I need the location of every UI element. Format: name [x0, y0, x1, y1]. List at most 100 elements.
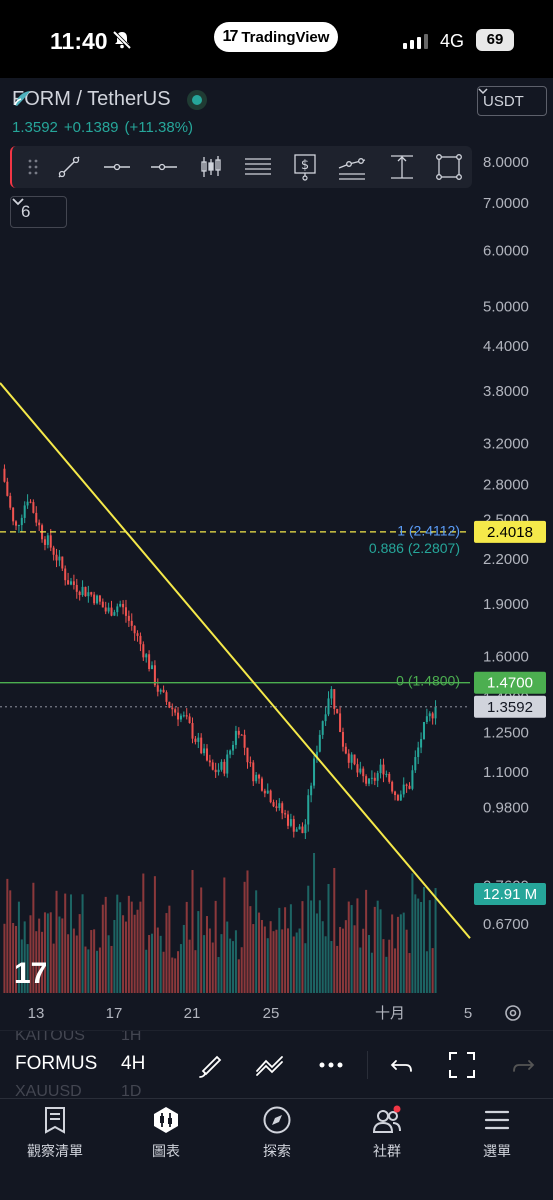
candle-body — [313, 758, 316, 786]
candle-body — [373, 777, 376, 781]
chart-pane[interactable]: 8.0000 7.0000 6.0000 5.0000 4.4000 3.8000 3.20… — [0, 78, 553, 1030]
nav-menu[interactable]: 選單 — [442, 1105, 552, 1161]
candle-body — [182, 715, 185, 717]
redo-icon[interactable] — [507, 1049, 539, 1081]
recent-interval-above[interactable]: 1H — [121, 1030, 142, 1044]
volume-bar — [98, 947, 101, 993]
fib-retracement-tool-icon[interactable] — [243, 152, 273, 182]
volume-bar — [200, 887, 203, 993]
tradingview-pill[interactable]: 17 TradingView — [214, 22, 338, 52]
candle-body — [417, 747, 420, 758]
price-axis-label: 1.6000 — [483, 649, 529, 666]
volume-bar — [344, 920, 347, 993]
volume-bar — [67, 934, 70, 993]
horizontal-ray-tool-icon[interactable] — [149, 152, 179, 182]
symbol-name: FORM / TetherUS — [12, 88, 171, 110]
candle-body — [399, 794, 402, 801]
volume-bar — [96, 950, 99, 993]
current-symbol[interactable]: FORMUS — [15, 1053, 98, 1074]
candle-body — [321, 721, 324, 735]
tradingview-pill-label: TradingView — [241, 28, 330, 46]
candle-body — [286, 814, 290, 826]
volume-bar — [237, 959, 240, 993]
volume-bar — [162, 951, 165, 993]
volume-bar — [46, 913, 49, 993]
volume-bar — [15, 925, 18, 993]
candle-body — [217, 769, 220, 773]
more-options-icon[interactable] — [315, 1049, 347, 1081]
candle-body — [408, 785, 411, 789]
horizontal-line-tool-icon[interactable] — [102, 152, 132, 182]
candle-body — [394, 791, 397, 796]
rectangle-tool-icon[interactable] — [434, 152, 464, 182]
price-label-tool-icon[interactable]: $ — [290, 152, 320, 182]
volume-bar — [318, 900, 321, 993]
volume-bar — [246, 870, 249, 993]
candle-body — [281, 803, 284, 814]
volume-bar — [64, 893, 67, 993]
candle-body — [130, 620, 133, 626]
price-change-percent: (+11.38%) — [124, 119, 194, 136]
volume-bar — [411, 873, 414, 993]
candle-body — [15, 521, 18, 526]
volume-bar — [197, 911, 200, 993]
nav-community[interactable]: 社群 — [332, 1105, 442, 1161]
candle-body — [359, 768, 362, 773]
volume-bar — [272, 931, 275, 993]
nav-watchlist[interactable]: 觀察清單 — [0, 1105, 110, 1161]
indicators-collapse-button[interactable]: 6 — [10, 196, 67, 228]
drag-handle-icon[interactable] — [18, 152, 48, 182]
nav-label: 圖表 — [152, 1143, 180, 1159]
volume-bar — [145, 949, 148, 993]
price-axis-label: 4.4000 — [483, 338, 529, 355]
candle-body — [350, 754, 353, 763]
candle-body — [431, 713, 434, 719]
trendline-tool-icon[interactable] — [54, 152, 84, 182]
current-interval[interactable]: 4H — [121, 1053, 146, 1074]
volume-bar — [61, 918, 64, 993]
volume-bar — [26, 944, 29, 993]
volume-bar — [35, 931, 38, 993]
time-axis-label: 5 — [464, 1005, 472, 1022]
parallel-channel-tool-icon[interactable] — [337, 152, 367, 182]
price-summary: 1.3592 +0.1389 (+11.38%) — [12, 119, 193, 136]
candles-tool-icon[interactable] — [196, 152, 226, 182]
recent-symbol-above[interactable]: KAITOUS — [15, 1030, 85, 1044]
candle-body — [232, 744, 235, 751]
candle-body — [26, 501, 29, 506]
volume-bar — [6, 878, 9, 993]
candle-body — [356, 764, 359, 773]
network-type: 4G — [440, 31, 465, 51]
nav-explore[interactable]: 探索 — [222, 1105, 332, 1161]
volume-bar — [20, 939, 23, 993]
candle-body — [275, 806, 278, 808]
candle-body — [402, 784, 405, 795]
candle-body — [3, 468, 6, 482]
volume-bar — [156, 927, 159, 993]
candle-body — [64, 568, 67, 581]
last-price: 1.3592 — [12, 119, 58, 136]
status-time: 11:40 — [50, 28, 108, 54]
candle-body — [382, 764, 385, 775]
volume-bar — [292, 936, 295, 993]
volume-bar — [211, 942, 214, 993]
volume-bar — [229, 938, 232, 993]
brush-icon[interactable] — [195, 1049, 227, 1081]
recent-interval-below[interactable]: 1D — [121, 1083, 142, 1098]
candle-body — [425, 716, 428, 723]
currency-selector[interactable]: USDT — [477, 86, 547, 116]
undo-icon[interactable] — [386, 1049, 418, 1081]
recent-symbol-below[interactable]: XAUUSD — [15, 1083, 82, 1098]
volume-bar — [133, 914, 136, 993]
price-range-tool-icon[interactable] — [387, 152, 417, 182]
drawing-tools-icon[interactable] — [254, 1049, 286, 1081]
price-chart[interactable]: 8.0000 7.0000 6.0000 5.0000 4.4000 3.8000 3.20… — [0, 78, 553, 1030]
fullscreen-icon[interactable] — [446, 1049, 478, 1081]
volume-bar — [333, 867, 336, 993]
symbol-header[interactable]: FORM / TetherUS — [12, 88, 207, 111]
volume-bar — [139, 901, 142, 993]
price-axis-badge-label: 1.3592 — [487, 699, 533, 716]
nav-chart[interactable]: 圖表 — [111, 1105, 221, 1161]
candle-body — [133, 625, 136, 634]
volume-bar — [93, 929, 96, 993]
